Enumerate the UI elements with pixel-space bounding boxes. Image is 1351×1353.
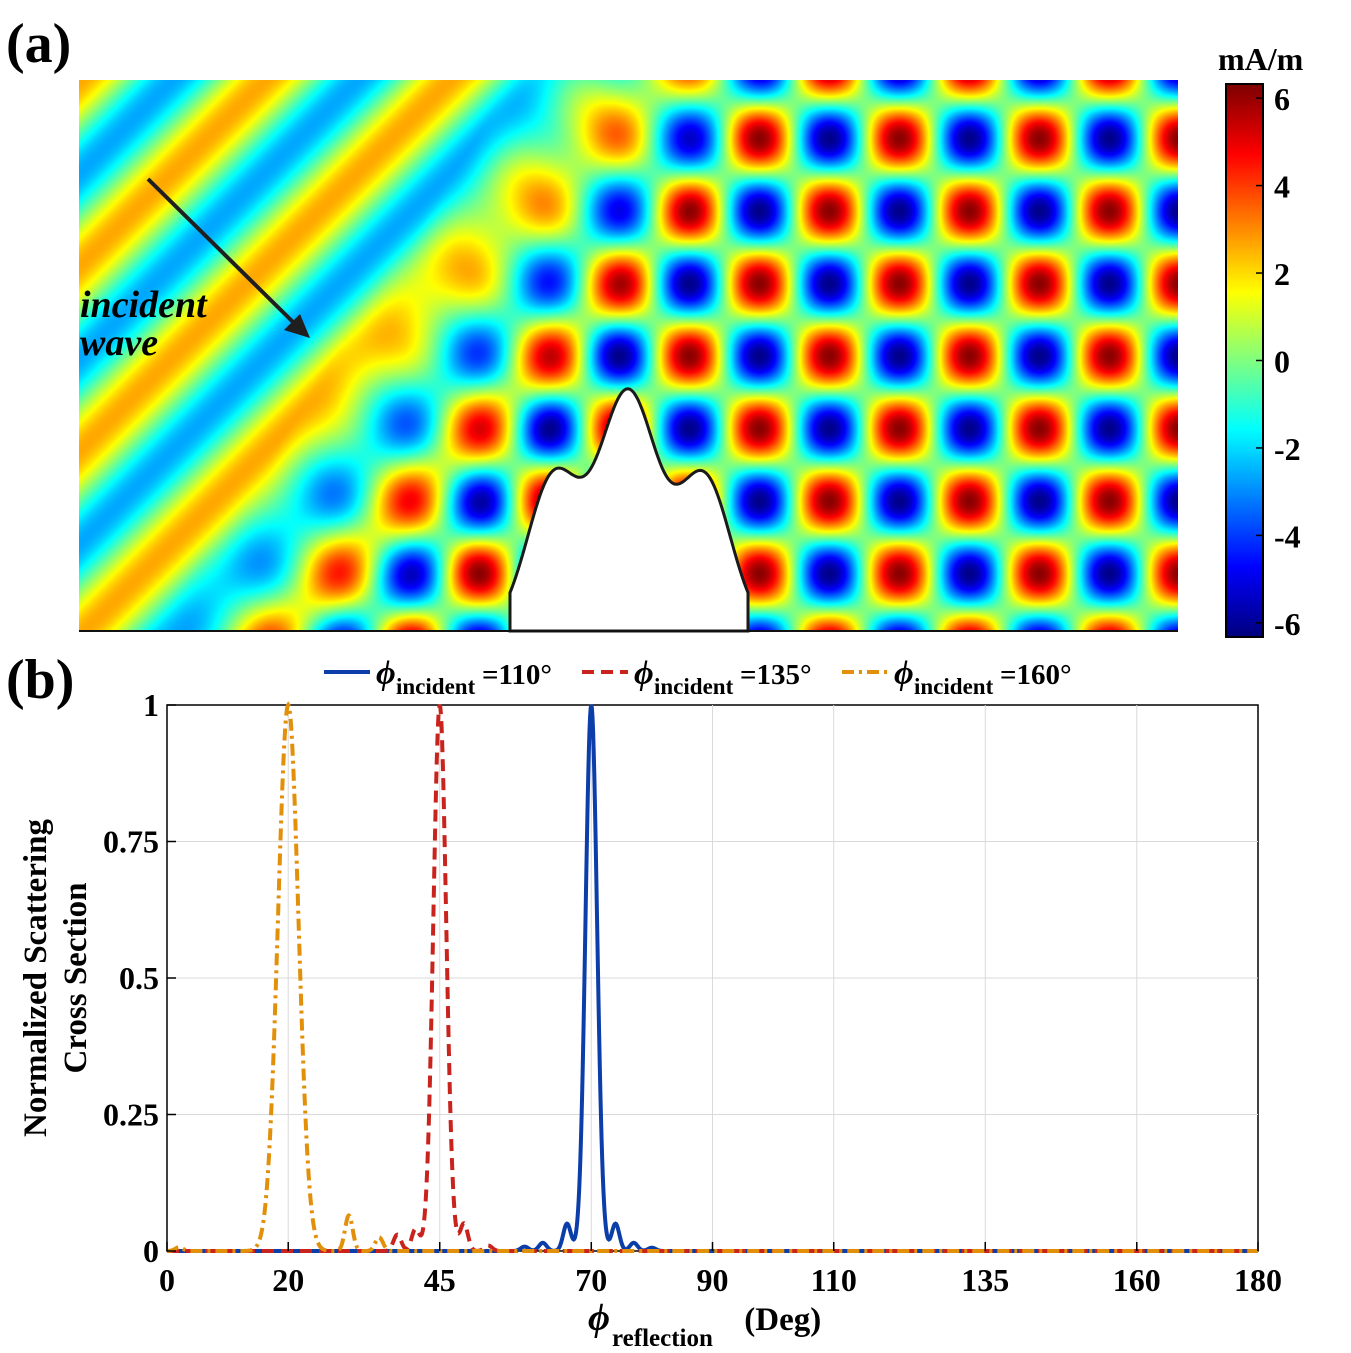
x-axis-label-sub: reflection	[612, 1325, 713, 1352]
x-tick-label: 160	[1113, 1262, 1161, 1298]
legend-subscript: incident	[914, 674, 994, 699]
panel-a-label: (a)	[6, 13, 71, 75]
legend-value: =160°	[1000, 659, 1072, 691]
x-axis-label-rest: (Deg)	[736, 1302, 821, 1338]
legend-symbol: ϕ	[894, 655, 914, 692]
series-line-3	[166, 701, 1258, 1253]
colorbar-tick-label: -4	[1274, 518, 1301, 554]
y-tick-label: 0.25	[103, 1097, 159, 1133]
x-tick-label: 0	[159, 1262, 175, 1298]
x-tick-label: 90	[697, 1262, 729, 1298]
legend-subscript: incident	[396, 674, 476, 699]
y-tick-label: 0	[143, 1233, 159, 1269]
x-tick-label: 135	[961, 1262, 1009, 1298]
x-axis-label: ϕ reflection (Deg)	[588, 1297, 821, 1352]
colorbar-tick-label: -2	[1274, 431, 1301, 467]
colorbar-tick-label: 4	[1274, 169, 1290, 205]
colorbar-tick-label: 2	[1274, 256, 1290, 292]
legend-symbol: ϕ	[634, 655, 654, 692]
legend-symbol: ϕ	[376, 655, 396, 692]
plot-axes: 0 20 45 70 90 110 135 160 180 0 0.25 0.5 0.75 1	[103, 687, 1282, 1298]
x-tick-label: 20	[272, 1262, 304, 1298]
y-axis-label-line2: Cross Section	[58, 883, 94, 1074]
x-tick-label: 45	[424, 1262, 456, 1298]
incident-label: incident	[80, 284, 208, 326]
x-axis-label-symbol: ϕ	[588, 1297, 610, 1339]
x-tick-label: 70	[575, 1262, 607, 1298]
incident-arrow	[146, 177, 310, 338]
x-tick-label: 180	[1234, 1262, 1282, 1298]
wave-label: wave	[80, 322, 158, 364]
panel-b-label: (b)	[6, 649, 74, 711]
legend: ϕ incident =110° ϕ incident =135° ϕ incident =16…	[324, 655, 1072, 699]
grid-lines	[167, 705, 1258, 1251]
y-axis-label: Normalized Scattering Cross Section	[18, 819, 94, 1137]
legend-value: =135°	[740, 659, 812, 691]
scatterer-shape	[508, 387, 750, 633]
x-tick-label: 110	[811, 1262, 857, 1298]
colorbar-tick-label: -6	[1274, 606, 1301, 642]
y-ticks: 0 0.25 0.5 0.75 1	[103, 687, 176, 1269]
y-axis-label-line1: Normalized Scattering	[18, 819, 54, 1137]
y-tick-label: 0.5	[119, 960, 159, 996]
colorbar-ticks: 6 4 2 0 -2 -4 -6	[1256, 81, 1301, 642]
colorbar-unit: mA/m	[1218, 41, 1304, 77]
legend-value: =110°	[482, 659, 552, 691]
x-ticks: 0 20 45 70 90 110 135 160 180	[159, 1242, 1282, 1298]
y-tick-label: 0.75	[103, 824, 159, 860]
legend-subscript: incident	[654, 674, 734, 699]
y-tick-label: 1	[143, 687, 159, 723]
colorbar-tick-label: 6	[1274, 81, 1290, 117]
colorbar-tick-label: 0	[1274, 344, 1290, 380]
